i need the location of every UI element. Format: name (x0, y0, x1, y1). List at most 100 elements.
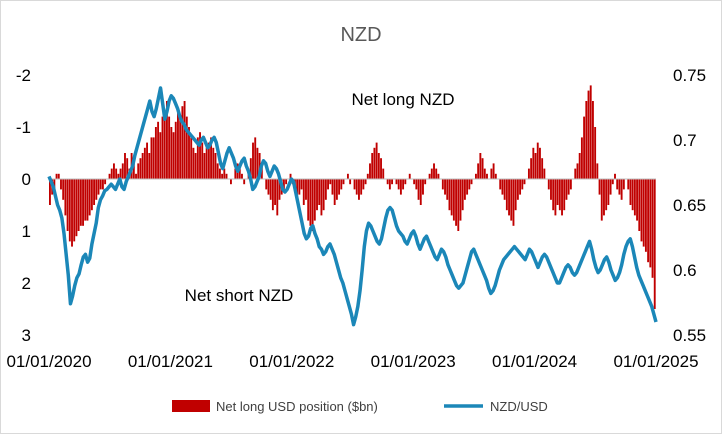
bar (519, 179, 522, 195)
bar (172, 132, 175, 179)
bar (408, 173, 411, 179)
bar (446, 179, 449, 200)
y-right-tick-label: 0.7 (673, 131, 697, 150)
bar (95, 179, 98, 200)
bar (55, 173, 58, 179)
bar (342, 179, 345, 185)
bar (536, 142, 539, 179)
bar (108, 173, 111, 179)
bar (110, 168, 113, 179)
y-left-tick-label: -2 (16, 66, 31, 85)
bar (477, 163, 480, 179)
bar (483, 168, 486, 179)
bar (168, 116, 171, 179)
bar (530, 158, 533, 179)
bar (565, 179, 568, 200)
bar (366, 173, 369, 179)
bar (576, 163, 579, 179)
bar (598, 179, 601, 195)
bar (82, 179, 84, 226)
bar (364, 179, 367, 185)
y-right-axis: 0.75 0.7 0.65 0.6 0.55 (673, 66, 706, 345)
bar (170, 127, 173, 179)
bar (377, 153, 380, 179)
bar (556, 179, 559, 205)
bar (223, 168, 226, 179)
bar (346, 173, 349, 179)
bar (278, 179, 281, 200)
bar (99, 179, 102, 190)
bar (221, 173, 224, 179)
annotation-net-long: Net long NZD (352, 90, 455, 109)
bar (448, 179, 451, 211)
bar (375, 142, 378, 179)
y-left-tick-label: 2 (22, 274, 31, 293)
bar (649, 179, 652, 268)
bar (53, 179, 56, 190)
bar (311, 179, 314, 231)
bar (457, 179, 460, 231)
bar (68, 179, 71, 242)
bar (627, 179, 630, 190)
bar (618, 179, 621, 195)
bar (534, 153, 537, 179)
bar (296, 179, 299, 200)
bar (121, 163, 124, 179)
bar (543, 168, 546, 179)
bar (210, 137, 213, 179)
bar (331, 179, 334, 195)
bar (132, 163, 135, 179)
bar (135, 173, 137, 179)
bar (159, 132, 162, 179)
bar (527, 168, 530, 179)
bar (360, 179, 363, 195)
bar (391, 179, 394, 185)
bar (88, 179, 91, 216)
bar (558, 179, 561, 211)
bar (505, 179, 508, 211)
bar (115, 168, 118, 179)
bar (459, 179, 462, 221)
bar (216, 163, 219, 179)
bar (397, 179, 400, 190)
bar (177, 111, 179, 179)
bar (574, 168, 577, 179)
bar (143, 147, 146, 179)
bar (638, 179, 641, 231)
bar (265, 179, 268, 190)
y-left-tick-label: 1 (22, 222, 31, 241)
bar (163, 111, 166, 179)
y-right-tick-label: 0.6 (673, 261, 697, 280)
y-left-axis: -2 -1 0 1 2 3 (16, 66, 31, 345)
bar (305, 179, 307, 200)
bar (212, 147, 215, 179)
bar (552, 179, 555, 211)
bar (174, 121, 177, 179)
bar (481, 158, 484, 179)
legend-label-nzdusd: NZD/USD (490, 399, 548, 414)
nzdusd-line (47, 86, 658, 327)
bar (591, 101, 594, 179)
bar (86, 179, 89, 221)
bar (404, 179, 407, 185)
bar (468, 179, 471, 190)
x-axis: 01/01/2020 01/01/2021 01/01/2022 01/01/2023… (6, 352, 698, 371)
bar (567, 179, 570, 195)
bar (435, 168, 438, 179)
bar (205, 147, 208, 179)
bar (382, 168, 385, 179)
bar (93, 179, 96, 205)
bar (600, 179, 603, 221)
bar (276, 179, 279, 216)
bar (199, 132, 201, 179)
bar (424, 179, 427, 185)
bar (417, 179, 420, 200)
bar (452, 179, 455, 221)
bar (580, 137, 583, 179)
bar (355, 179, 358, 195)
x-tick-label: 01/01/2023 (371, 352, 456, 371)
bar (207, 142, 210, 179)
bar (616, 179, 619, 190)
bar (653, 179, 656, 309)
bar (541, 158, 544, 179)
